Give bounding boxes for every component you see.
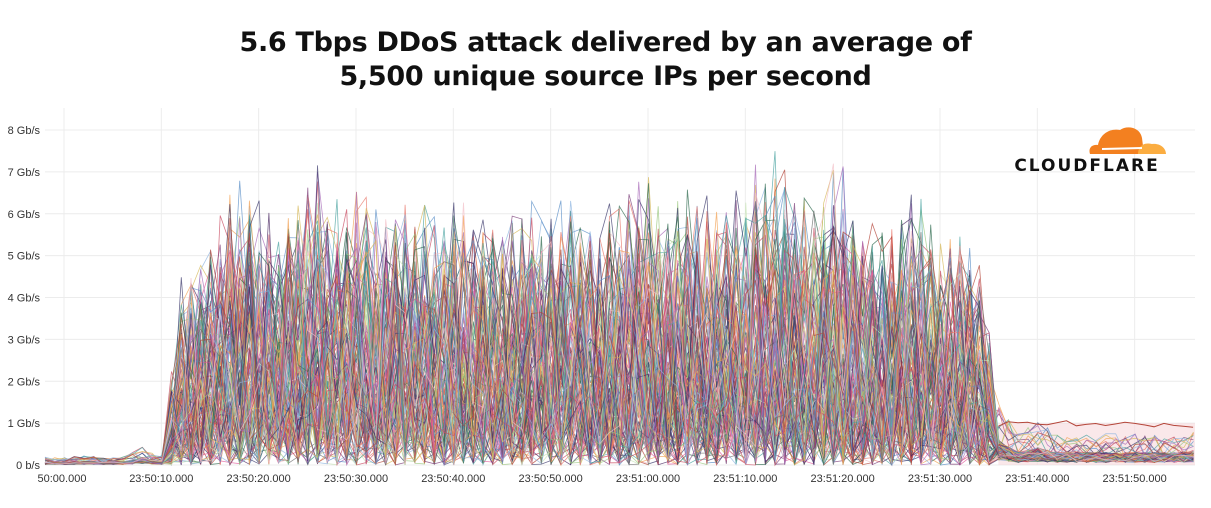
y-tick-label: 3 Gb/s (8, 334, 41, 346)
chart-title-line-2: 5,500 unique source IPs per second (339, 61, 872, 92)
x-tick-label: 23:51:40.000 (1005, 473, 1069, 485)
y-tick-label: 6 Gb/s (8, 209, 41, 221)
y-axis: 0 b/s 1 Gb/s 2 Gb/s 3 Gb/s 4 Gb/s 5 Gb/s 6 Gb/… (8, 125, 41, 472)
series-line (44, 298, 1194, 466)
series-line (44, 248, 1194, 466)
x-tick-label: 23:51:50.000 (1103, 473, 1167, 485)
x-tick-label: 23:51:30.000 (908, 473, 972, 485)
series-line (998, 420, 1194, 428)
x-tick-label: 23:50:30.000 (324, 473, 388, 485)
x-tick-label: 50:00.000 (38, 473, 87, 485)
x-tick-label: 23:50:20.000 (227, 473, 291, 485)
series-line (44, 210, 1194, 466)
chart-title: 5.6 Tbps DDoS attack delivered by an ave… (0, 26, 1211, 94)
series-line (44, 163, 1194, 465)
x-tick-label: 23:50:50.000 (519, 473, 583, 485)
chart-title-line-1: 5.6 Tbps DDoS attack delivered by an ave… (239, 27, 972, 58)
y-tick-label: 4 Gb/s (8, 293, 41, 305)
x-axis: 50:00.000 23:50:10.000 23:50:20.000 23:50:3… (38, 473, 1167, 485)
logo-wordmark: CLOUDFLARE (1014, 156, 1160, 176)
x-tick-label: 23:51:00.000 (616, 473, 680, 485)
cloudflare-logo: CLOUDFLARE (1006, 118, 1168, 178)
series-line (44, 214, 1194, 466)
y-tick-label: 8 Gb/s (8, 125, 41, 137)
series-lines (44, 151, 1195, 467)
x-tick-label: 23:51:20.000 (811, 473, 875, 485)
y-tick-label: 2 Gb/s (8, 376, 41, 388)
y-tick-label: 0 b/s (16, 460, 40, 472)
series-line (44, 355, 1194, 465)
x-tick-label: 23:50:10.000 (129, 473, 193, 485)
cloud-icon (1089, 127, 1166, 154)
y-tick-label: 7 Gb/s (8, 167, 41, 179)
x-tick-label: 23:51:10.000 (713, 473, 777, 485)
series-line (44, 195, 1194, 465)
y-tick-label: 1 Gb/s (8, 418, 41, 430)
x-tick-label: 23:50:40.000 (421, 473, 485, 485)
y-tick-label: 5 Gb/s (8, 251, 41, 263)
